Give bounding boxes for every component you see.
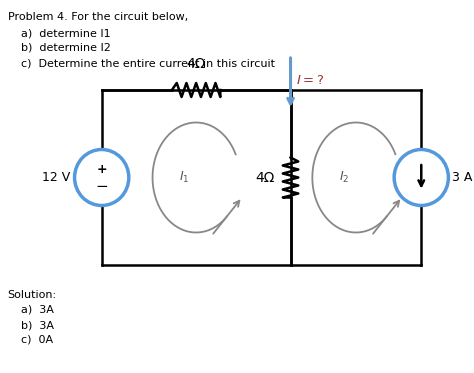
Text: $I = ?$: $I = ?$	[296, 74, 325, 87]
Text: 3 A: 3 A	[452, 171, 473, 184]
Text: c)  Determine the entire current in this circuit: c) Determine the entire current in this …	[21, 58, 275, 68]
Text: 4Ω: 4Ω	[186, 57, 206, 71]
Text: 4Ω: 4Ω	[255, 170, 275, 185]
Text: a)  3A: a) 3A	[21, 305, 54, 315]
Text: c)  0A: c) 0A	[21, 335, 54, 345]
Text: b)  3A: b) 3A	[21, 320, 55, 330]
Circle shape	[394, 150, 448, 206]
Text: $I_2$: $I_2$	[339, 170, 349, 185]
Text: 12 V: 12 V	[43, 171, 71, 184]
Circle shape	[74, 150, 129, 206]
Text: $I_1$: $I_1$	[179, 170, 190, 185]
Text: a)  determine I1: a) determine I1	[21, 28, 111, 38]
Text: −: −	[95, 179, 108, 194]
Text: Problem 4. For the circuit below,: Problem 4. For the circuit below,	[8, 12, 188, 22]
Text: +: +	[96, 163, 107, 176]
Text: Solution:: Solution:	[8, 290, 57, 300]
Text: b)  determine I2: b) determine I2	[21, 43, 111, 53]
